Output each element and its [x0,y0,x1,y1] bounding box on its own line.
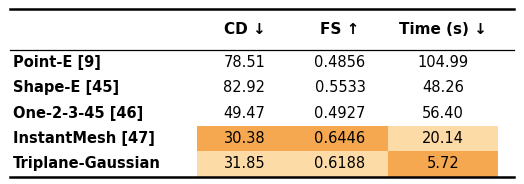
Text: 30.38: 30.38 [224,131,265,146]
Bar [196,126,292,151]
Text: Shape-E [45]: Shape-E [45] [13,80,119,95]
Text: One-2-3-45 [46]: One-2-3-45 [46] [13,106,144,121]
Bar [292,126,388,151]
Text: CD ↓: CD ↓ [224,22,265,37]
Text: FS ↑: FS ↑ [320,22,359,37]
Text: Time (s) ↓: Time (s) ↓ [399,22,487,37]
Bar [292,151,388,177]
Text: 48.26: 48.26 [422,80,464,95]
Text: 104.99: 104.99 [418,55,468,70]
Text: 56.40: 56.40 [422,106,464,121]
Text: 0.6188: 0.6188 [314,156,366,171]
Text: 31.85: 31.85 [224,156,265,171]
Text: InstantMesh [47]: InstantMesh [47] [13,131,155,146]
Bar [388,151,498,177]
Bar [196,151,292,177]
Text: 49.47: 49.47 [223,106,265,121]
Text: 5.72: 5.72 [427,156,460,171]
Bar [388,126,498,151]
Text: Point-E [9]: Point-E [9] [13,55,101,70]
Text: 0.4856: 0.4856 [314,55,366,70]
Text: Triplane-Gaussian: Triplane-Gaussian [13,156,161,171]
Text: 0.6446: 0.6446 [314,131,366,146]
Text: 82.92: 82.92 [223,80,265,95]
Text: 78.51: 78.51 [223,55,265,70]
Text: 0.4927: 0.4927 [314,106,366,121]
Text: 20.14: 20.14 [422,131,464,146]
Text: 0.5533: 0.5533 [314,80,365,95]
